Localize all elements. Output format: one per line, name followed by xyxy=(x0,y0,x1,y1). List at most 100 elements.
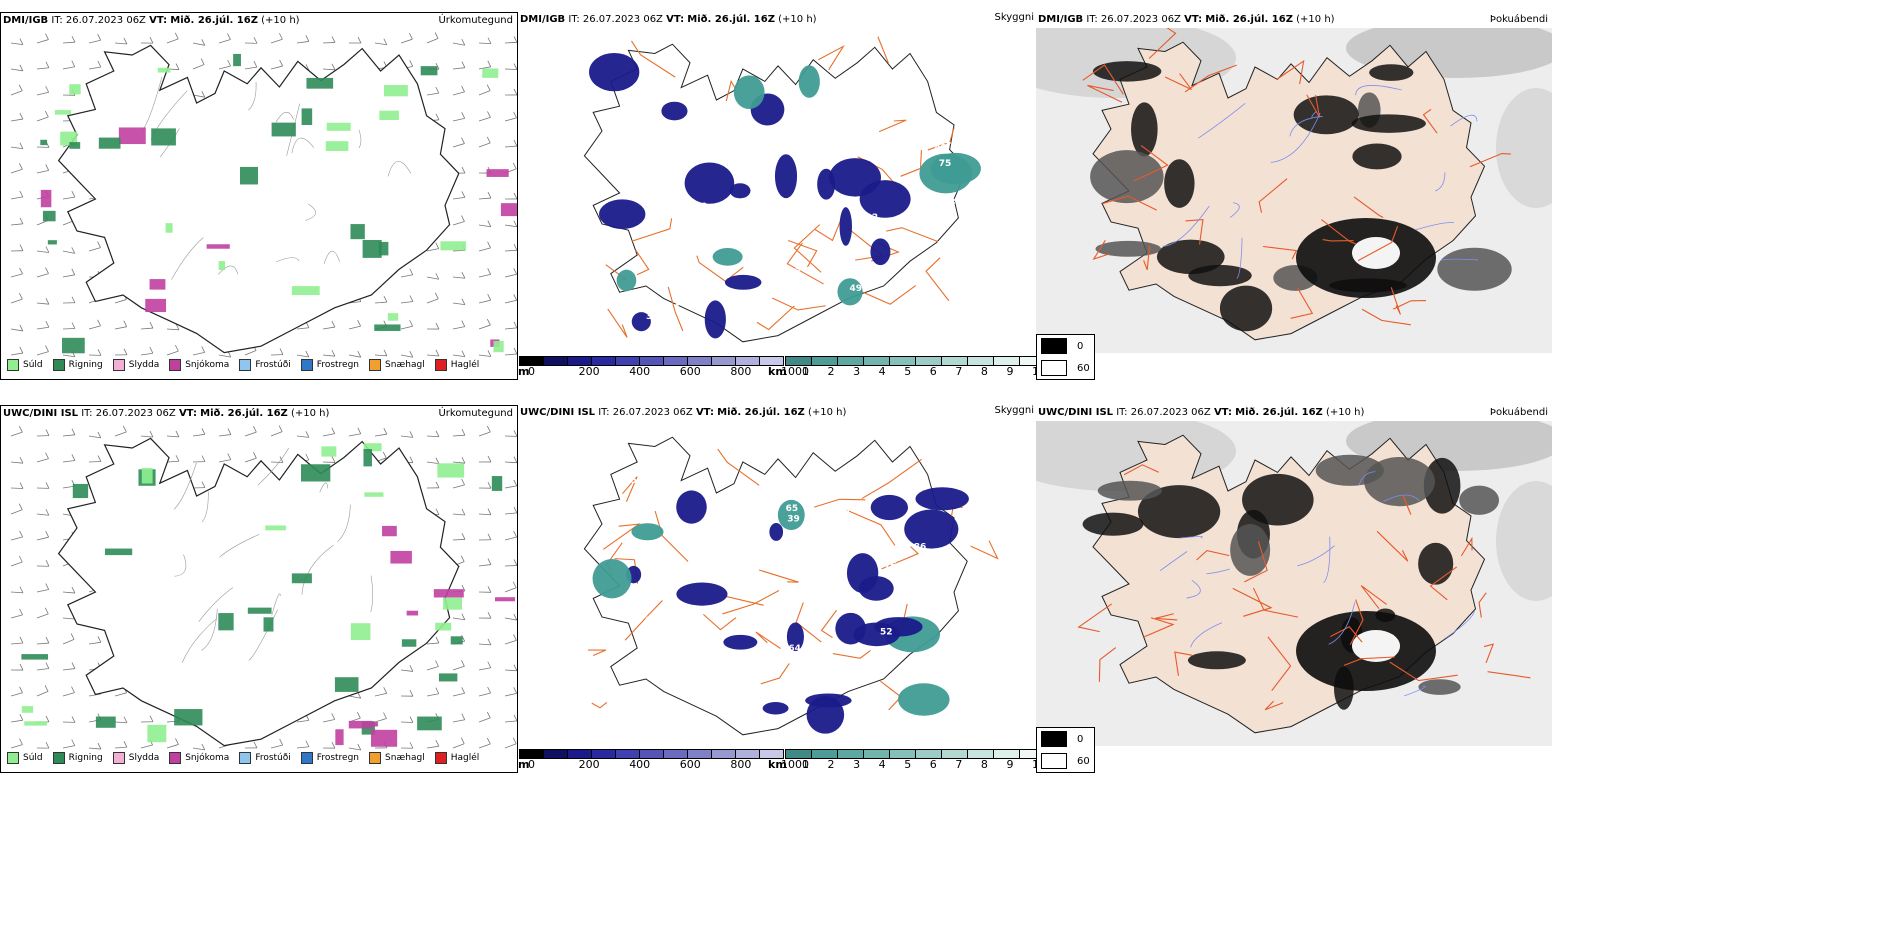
wind-barb-flag xyxy=(461,298,466,305)
precip-cell xyxy=(420,66,438,76)
ceiling-area xyxy=(724,274,762,290)
wind-barb xyxy=(348,433,361,437)
wind-barb-flag xyxy=(383,38,388,45)
legend-swatch xyxy=(112,752,125,764)
road-line xyxy=(832,649,871,659)
ceiling-value-label: 48 xyxy=(841,314,854,324)
ceiling-value-label: 44 xyxy=(775,568,788,578)
wind-barb-flag xyxy=(435,322,440,330)
river-line xyxy=(1328,602,1356,645)
ceiling-value-label: 70 xyxy=(716,654,729,664)
road-line xyxy=(1487,671,1531,679)
iceland-coastline xyxy=(583,43,968,343)
wind-barb-flag xyxy=(19,457,24,464)
colorbar-km-ticks: km 1 2 3 4 5 6 7 8 9 10 xyxy=(768,758,1036,772)
road-line xyxy=(877,36,889,64)
wind-barb xyxy=(452,249,466,252)
road-lines xyxy=(1077,464,1531,711)
panel-title: UWC/DINI ISL IT: 26.07.2023 06Z VT: Mið.… xyxy=(520,407,847,418)
ceiling-value-label: 52 xyxy=(706,670,719,680)
wind-barb-flag xyxy=(175,323,180,330)
wind-barb-flag xyxy=(278,425,283,432)
precip-cell xyxy=(301,108,313,125)
precip-cell xyxy=(387,313,399,321)
wind-barb-flag xyxy=(45,509,50,516)
fog-map[interactable] xyxy=(1036,28,1552,353)
legend-label: Haglél xyxy=(450,753,480,763)
wind-barb-flag xyxy=(19,64,24,71)
ceiling-value-label: 30 xyxy=(646,312,659,322)
road-line xyxy=(1082,64,1124,95)
wind-barb xyxy=(10,223,23,226)
wind-barb xyxy=(478,667,491,671)
wind-barb xyxy=(426,276,439,280)
road-line xyxy=(793,224,822,273)
wind-barb xyxy=(400,435,413,438)
wind-barb-flag xyxy=(19,738,23,745)
wind-barb-flag xyxy=(19,217,24,224)
wind-barb xyxy=(504,273,517,278)
river-lines xyxy=(1163,85,1479,279)
precip-cell xyxy=(482,68,499,78)
ceiling-value-label: 18 xyxy=(674,298,687,308)
wind-barb xyxy=(10,168,23,174)
fog-areas xyxy=(1090,61,1512,332)
wind-barb xyxy=(192,747,205,751)
ceiling-value-label: 32 xyxy=(904,320,917,330)
precip-cell xyxy=(390,550,412,564)
ceiling-area xyxy=(733,75,765,110)
road-line xyxy=(1087,84,1123,103)
precip-cell xyxy=(263,617,274,632)
legend-swatch xyxy=(369,752,382,764)
road-line xyxy=(886,227,939,243)
wind-barb-flag xyxy=(513,530,517,538)
wind-barb xyxy=(452,513,465,516)
road-line xyxy=(1232,587,1273,617)
wind-barb-flag xyxy=(45,267,49,274)
wind-barb xyxy=(478,274,491,278)
legend-label: Frostregn xyxy=(316,360,360,370)
wind-barb xyxy=(400,325,413,330)
fog-map[interactable] xyxy=(1036,421,1552,746)
colorbar-tick: 800 xyxy=(730,365,752,378)
wind-barb xyxy=(10,561,23,567)
road-line xyxy=(1330,626,1363,643)
wind-barb-flag xyxy=(71,739,76,746)
precip-cell xyxy=(24,721,47,726)
wind-barb xyxy=(88,325,101,330)
colorbar-unit: m xyxy=(518,758,530,771)
wind-barb xyxy=(400,354,413,358)
precip-cell xyxy=(491,476,503,491)
wind-barb-flag xyxy=(331,456,336,463)
wind-barb xyxy=(10,692,23,697)
colorbar-tick: 4 xyxy=(878,365,886,378)
wind-barb-flag xyxy=(331,713,336,720)
ceiling-value-label: 57 xyxy=(689,284,702,294)
river-line xyxy=(1270,112,1321,163)
road-line xyxy=(1460,536,1473,557)
fog-legend-light-swatch xyxy=(1041,360,1067,376)
precip-cell xyxy=(371,729,398,747)
ceiling-area xyxy=(904,509,959,549)
colorbar-tick: 1000 xyxy=(781,758,809,771)
precip-cell xyxy=(95,716,116,728)
fog-area xyxy=(1352,143,1402,170)
wind-barb-flag xyxy=(435,430,440,437)
precip-map[interactable] xyxy=(1,422,517,752)
road-line xyxy=(1349,599,1364,645)
wind-barb xyxy=(452,143,465,148)
wind-barb-flag xyxy=(435,508,440,515)
wind-barb-flag xyxy=(97,60,102,68)
legend-item: Frostregn xyxy=(300,359,360,371)
wind-barb-flag xyxy=(409,320,414,327)
precip-map[interactable] xyxy=(1,29,517,359)
wind-barb xyxy=(114,721,128,724)
precip-cell xyxy=(54,110,72,115)
wind-barb-flag xyxy=(71,268,76,275)
ceiling-value-label: 39 xyxy=(787,514,800,524)
precip-cell xyxy=(157,67,171,73)
parameter-name: Skyggni xyxy=(994,12,1034,23)
wind-barb xyxy=(504,353,517,356)
